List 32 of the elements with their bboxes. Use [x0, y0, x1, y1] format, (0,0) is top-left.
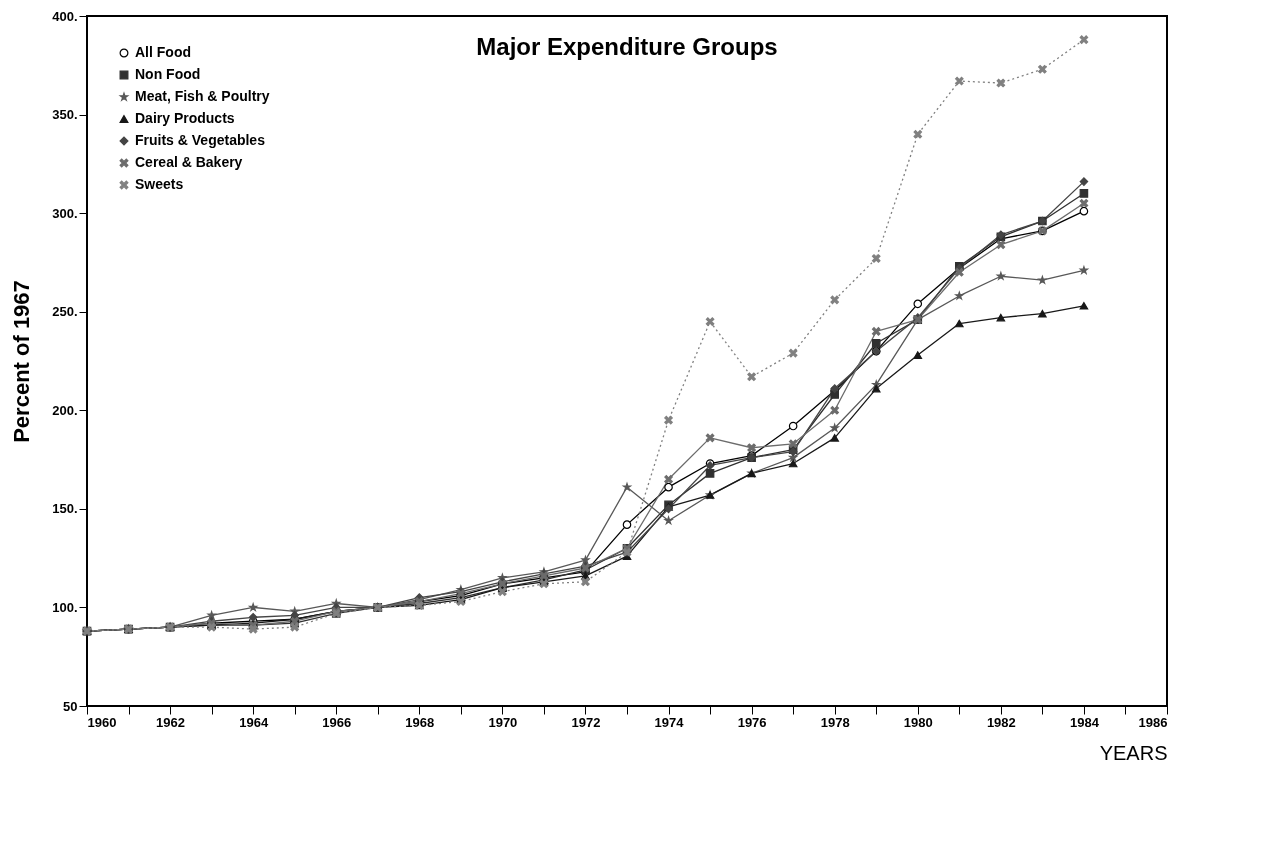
text: Major Expenditure Groups: [476, 33, 778, 60]
y-tick-label: 50: [63, 698, 78, 714]
x-tick-label: 1976: [737, 714, 767, 730]
legend-label: Sweets: [135, 176, 184, 192]
y-tick-label: 350.: [52, 107, 78, 123]
x-axis-title: YEARS: [1099, 741, 1168, 764]
x-tick-label: 1974: [654, 714, 685, 730]
y-tick-label: 100.: [52, 599, 78, 615]
y-axis-title: Percent of 1967: [9, 280, 35, 443]
x-tick-label: 1962: [156, 714, 186, 730]
y-tick-label: 200.: [52, 402, 78, 418]
legend-label: Fruits & Vegetables: [135, 132, 266, 148]
x-tick-label: 1970: [488, 714, 518, 730]
x-tick-label: 1972: [571, 714, 601, 730]
x-tick-label: 1980: [903, 714, 933, 730]
x-tick-label: 1986: [1138, 714, 1168, 730]
legend-label: Meat, Fish & Poultry: [135, 88, 270, 104]
y-tick-label: 300.: [52, 205, 78, 221]
y-tick-label: 400.: [52, 8, 78, 24]
x-tick-label: 1978: [820, 714, 850, 730]
legend-label: Non Food: [135, 66, 201, 82]
x-tick-label: 1966: [322, 714, 352, 730]
legend-label: Cereal & Bakery: [135, 154, 243, 170]
y-tick-label: 150.: [52, 501, 78, 517]
legend-label: Dairy Products: [135, 110, 235, 126]
x-tick-label: 1982: [986, 714, 1016, 730]
x-tick-label: 1968: [405, 714, 435, 730]
x-tick-label: 1964: [239, 714, 269, 730]
legend-label: All Food: [135, 44, 191, 60]
y-tick-label: 250.: [52, 304, 78, 320]
x-tick-label: 1984: [1069, 714, 1100, 730]
x-tick-label: 1960: [87, 714, 117, 730]
